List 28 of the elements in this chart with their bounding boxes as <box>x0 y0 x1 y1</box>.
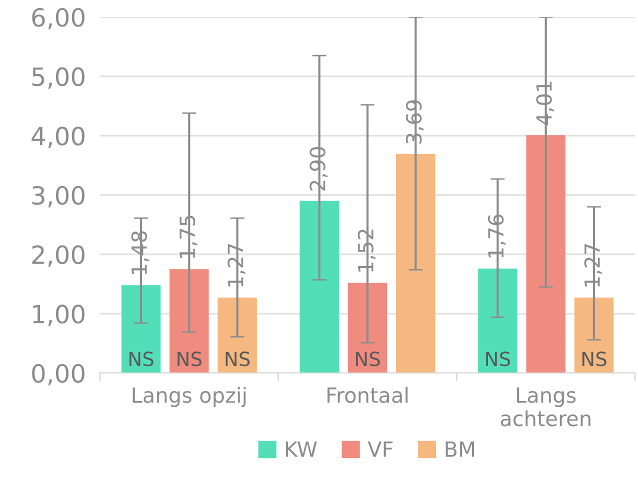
annotation: NS <box>486 352 510 366</box>
x-tick-label: Langs opzij <box>132 386 246 408</box>
bar <box>526 135 566 373</box>
x-tick-label: Frontaal <box>328 386 408 404</box>
bar <box>396 154 436 373</box>
y-tick-label: 6,00 <box>32 8 84 30</box>
bar <box>348 282 388 373</box>
bar <box>170 269 209 373</box>
bar <box>121 285 161 373</box>
annotation: NS <box>226 352 250 366</box>
annotation: NS <box>356 352 380 366</box>
y-tick-label: 3,00 <box>32 186 84 208</box>
y-tick-label: 4,00 <box>32 126 84 148</box>
bar <box>478 268 518 373</box>
bar <box>218 298 257 373</box>
legend-label: KW <box>286 442 317 457</box>
y-tick-label: 1,00 <box>33 304 84 326</box>
x-tick-label: Langs achteren <box>500 388 590 426</box>
bar <box>574 298 614 373</box>
annotation: NS <box>178 352 202 366</box>
y-tick-label: 0,00 <box>32 364 84 386</box>
legend-label: BM <box>446 442 474 457</box>
annotation: NS <box>582 352 606 366</box>
legend-label: VF <box>368 442 393 457</box>
y-tick-label: 2,00 <box>32 245 84 267</box>
y-tick-label: 5,00 <box>32 67 84 89</box>
bar <box>300 200 339 373</box>
annotation: NS <box>129 352 154 366</box>
